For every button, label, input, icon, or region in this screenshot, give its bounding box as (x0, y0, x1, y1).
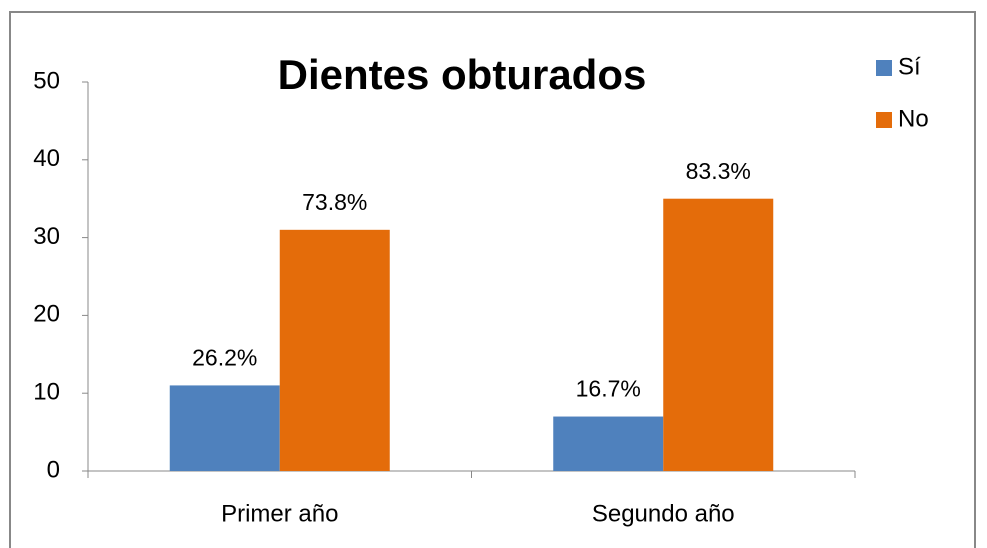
x-tick-label: Primer año (221, 500, 338, 527)
data-label: 73.8% (302, 189, 367, 215)
chart-frame (9, 11, 976, 548)
y-tick-label: 30 (33, 223, 60, 250)
bar (279, 229, 390, 471)
legend-swatch (876, 60, 892, 76)
y-tick-label: 50 (33, 67, 60, 94)
bar (169, 385, 280, 471)
y-tick-label: 40 (33, 145, 60, 172)
legend-swatch (876, 112, 892, 128)
y-tick-label: 0 (47, 456, 60, 483)
chart-title: Dientes obturados (278, 51, 647, 98)
bar (663, 198, 774, 471)
y-tick-label: 10 (33, 379, 60, 406)
bar (553, 416, 664, 471)
data-label: 83.3% (686, 158, 751, 184)
data-label: 26.2% (192, 344, 257, 370)
x-tick-label: Segundo año (592, 500, 735, 527)
y-tick-label: 20 (33, 301, 60, 328)
legend-label: No (898, 105, 929, 132)
data-label: 16.7% (576, 376, 641, 402)
legend-label: Sí (898, 53, 921, 80)
